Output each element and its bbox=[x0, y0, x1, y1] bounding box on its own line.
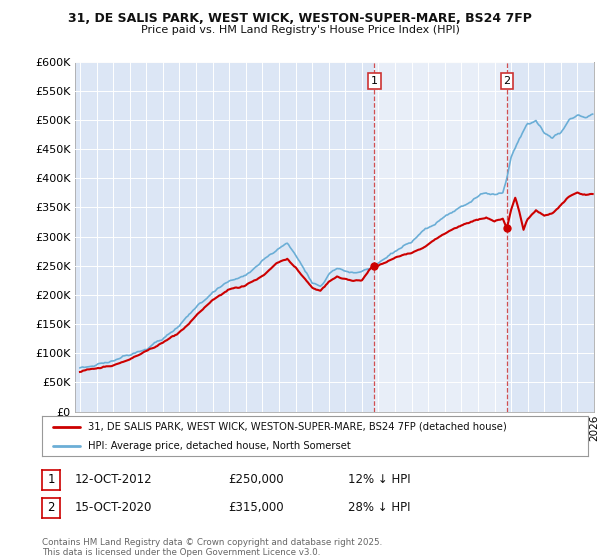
Text: 12-OCT-2012: 12-OCT-2012 bbox=[75, 473, 152, 487]
Text: 31, DE SALIS PARK, WEST WICK, WESTON-SUPER-MARE, BS24 7FP (detached house): 31, DE SALIS PARK, WEST WICK, WESTON-SUP… bbox=[88, 422, 507, 432]
Text: 1: 1 bbox=[47, 473, 55, 487]
Text: 12% ↓ HPI: 12% ↓ HPI bbox=[348, 473, 410, 487]
Text: 15-OCT-2020: 15-OCT-2020 bbox=[75, 501, 152, 515]
Text: 1: 1 bbox=[371, 76, 378, 86]
Text: 31, DE SALIS PARK, WEST WICK, WESTON-SUPER-MARE, BS24 7FP: 31, DE SALIS PARK, WEST WICK, WESTON-SUP… bbox=[68, 12, 532, 25]
Text: 28% ↓ HPI: 28% ↓ HPI bbox=[348, 501, 410, 515]
Text: £315,000: £315,000 bbox=[228, 501, 284, 515]
Text: Price paid vs. HM Land Registry's House Price Index (HPI): Price paid vs. HM Land Registry's House … bbox=[140, 25, 460, 35]
Text: Contains HM Land Registry data © Crown copyright and database right 2025.
This d: Contains HM Land Registry data © Crown c… bbox=[42, 538, 382, 557]
Text: 2: 2 bbox=[503, 76, 511, 86]
Text: £250,000: £250,000 bbox=[228, 473, 284, 487]
Bar bbox=[374, 62, 507, 412]
Text: HPI: Average price, detached house, North Somerset: HPI: Average price, detached house, Nort… bbox=[88, 441, 351, 450]
Text: 2: 2 bbox=[47, 501, 55, 515]
